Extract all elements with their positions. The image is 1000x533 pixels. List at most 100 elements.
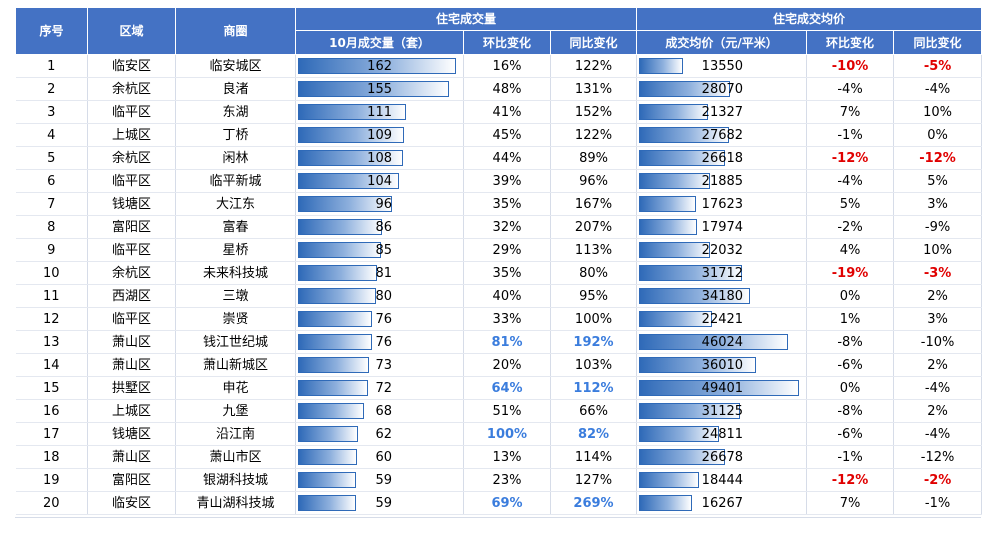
table-row: 13 萧山区 钱江世纪城 76 81% 192% 46024 -8% -10% <box>15 330 983 354</box>
cell-rank: 16 <box>15 399 88 423</box>
header-district: 区域 <box>87 7 176 55</box>
cell-price-mom: 0% <box>806 284 895 308</box>
table-row: 17 钱塘区 沿江南 62 100% 82% 24811 -6% -4% <box>15 422 983 446</box>
cell-rank: 19 <box>15 468 88 492</box>
cell-price-value: 26618 <box>701 150 744 166</box>
cell-volume-bar <box>298 288 376 304</box>
cell-price-value: 22032 <box>701 242 744 258</box>
cell-volume: 108 <box>295 146 464 170</box>
cell-volume-mom: 45% <box>463 123 551 147</box>
cell-price-bar <box>639 449 726 465</box>
cell-volume-bar <box>298 127 404 143</box>
cell-price: 17974 <box>636 215 808 239</box>
cell-volume: 81 <box>295 261 464 285</box>
cell-price-yoy: 2% <box>893 353 983 377</box>
cell-district: 临安区 <box>87 54 176 78</box>
cell-price-bar <box>639 127 730 143</box>
cell-volume-yoy: 82% <box>550 422 638 446</box>
cell-volume-mom: 51% <box>463 399 551 423</box>
cell-area: 闲林 <box>175 146 296 170</box>
cell-volume-mom: 29% <box>463 238 551 262</box>
table-row: 8 富阳区 富春 86 32% 207% 17974 -2% -9% <box>15 215 983 239</box>
cell-volume: 162 <box>295 54 464 78</box>
cell-district: 余杭区 <box>87 77 176 101</box>
cell-area: 东湖 <box>175 100 296 124</box>
cell-volume: 73 <box>295 353 464 377</box>
cell-price: 24811 <box>636 422 808 446</box>
cell-volume-bar <box>298 357 369 373</box>
cell-volume-mom: 32% <box>463 215 551 239</box>
cell-volume-bar <box>298 196 392 212</box>
cell-price-mom: -1% <box>806 123 895 147</box>
header-price: 成交均价（元/平米） <box>636 30 808 55</box>
cell-price-bar <box>639 196 697 212</box>
housing-transaction-table: 序号 区域 商圈 住宅成交量 住宅成交均价 10月成交量（套） 环比变化 同比变… <box>15 7 983 515</box>
cell-price-value: 31125 <box>701 403 744 419</box>
cell-district: 上城区 <box>87 399 176 423</box>
cell-district: 余杭区 <box>87 146 176 170</box>
table-row: 18 萧山区 萧山市区 60 13% 114% 26678 -1% -12% <box>15 445 983 469</box>
cell-volume-bar <box>298 426 358 442</box>
cell-price: 21885 <box>636 169 808 193</box>
cell-volume-yoy: 80% <box>550 261 638 285</box>
header-area: 商圈 <box>175 7 296 55</box>
header-price-yoy: 同比变化 <box>893 30 983 55</box>
cell-volume-mom: 41% <box>463 100 551 124</box>
cell-price-yoy: 0% <box>893 123 983 147</box>
cell-rank: 15 <box>15 376 88 400</box>
cell-volume-value: 81 <box>375 265 392 281</box>
cell-price: 27682 <box>636 123 808 147</box>
cell-rank: 11 <box>15 284 88 308</box>
cell-price-bar <box>639 357 757 373</box>
cell-volume-bar <box>298 242 381 258</box>
cell-area: 萧山新城区 <box>175 353 296 377</box>
cell-volume-yoy: 207% <box>550 215 638 239</box>
cell-volume-yoy: 152% <box>550 100 638 124</box>
cell-price-bar <box>639 334 789 350</box>
cell-volume-bar <box>298 173 399 189</box>
cell-price-mom: -2% <box>806 215 895 239</box>
cell-price-mom: 0% <box>806 376 895 400</box>
cell-volume-bar <box>298 472 356 488</box>
cell-area: 富春 <box>175 215 296 239</box>
cell-volume-mom: 100% <box>463 422 551 446</box>
cell-volume-mom: 33% <box>463 307 551 331</box>
cell-price-value: 49401 <box>701 380 744 396</box>
cell-volume-value: 68 <box>375 403 392 419</box>
cell-volume: 80 <box>295 284 464 308</box>
cell-rank: 10 <box>15 261 88 285</box>
header-rank: 序号 <box>15 7 88 55</box>
cell-price-bar <box>639 472 700 488</box>
cell-volume-mom: 48% <box>463 77 551 101</box>
cell-volume: 109 <box>295 123 464 147</box>
cell-price-bar <box>639 265 743 281</box>
cell-price: 13550 <box>636 54 808 78</box>
cell-price-value: 22421 <box>701 311 744 327</box>
cell-volume-bar <box>298 219 382 235</box>
cell-price-value: 21885 <box>701 173 744 189</box>
cell-district: 临平区 <box>87 100 176 124</box>
cell-price-bar <box>639 219 698 235</box>
cell-price-bar <box>639 426 720 442</box>
cell-volume-bar <box>298 265 377 281</box>
cell-volume: 62 <box>295 422 464 446</box>
cell-district: 临平区 <box>87 238 176 262</box>
cell-rank: 20 <box>15 491 88 515</box>
table-body: 1 临安区 临安城区 162 16% 122% 13550 -10% -5% 2 余杭区 良渚 155 4… <box>15 54 983 515</box>
cell-district: 临平区 <box>87 307 176 331</box>
cell-price-bar <box>639 58 684 74</box>
cell-price-bar <box>639 495 693 511</box>
cell-price-bar <box>639 173 711 189</box>
cell-district: 富阳区 <box>87 215 176 239</box>
cell-price-yoy: -12% <box>893 146 983 170</box>
table-row: 4 上城区 丁桥 109 45% 122% 27682 -1% 0% <box>15 123 983 147</box>
cell-district: 余杭区 <box>87 261 176 285</box>
cell-volume-bar <box>298 449 357 465</box>
cell-volume-value: 85 <box>375 242 392 258</box>
cell-volume-value: 108 <box>367 150 392 166</box>
cell-price-value: 17623 <box>701 196 744 212</box>
cell-district: 萧山区 <box>87 445 176 469</box>
cell-volume-bar <box>298 81 449 97</box>
cell-volume-value: 162 <box>367 58 392 74</box>
cell-volume-value: 59 <box>375 495 392 511</box>
